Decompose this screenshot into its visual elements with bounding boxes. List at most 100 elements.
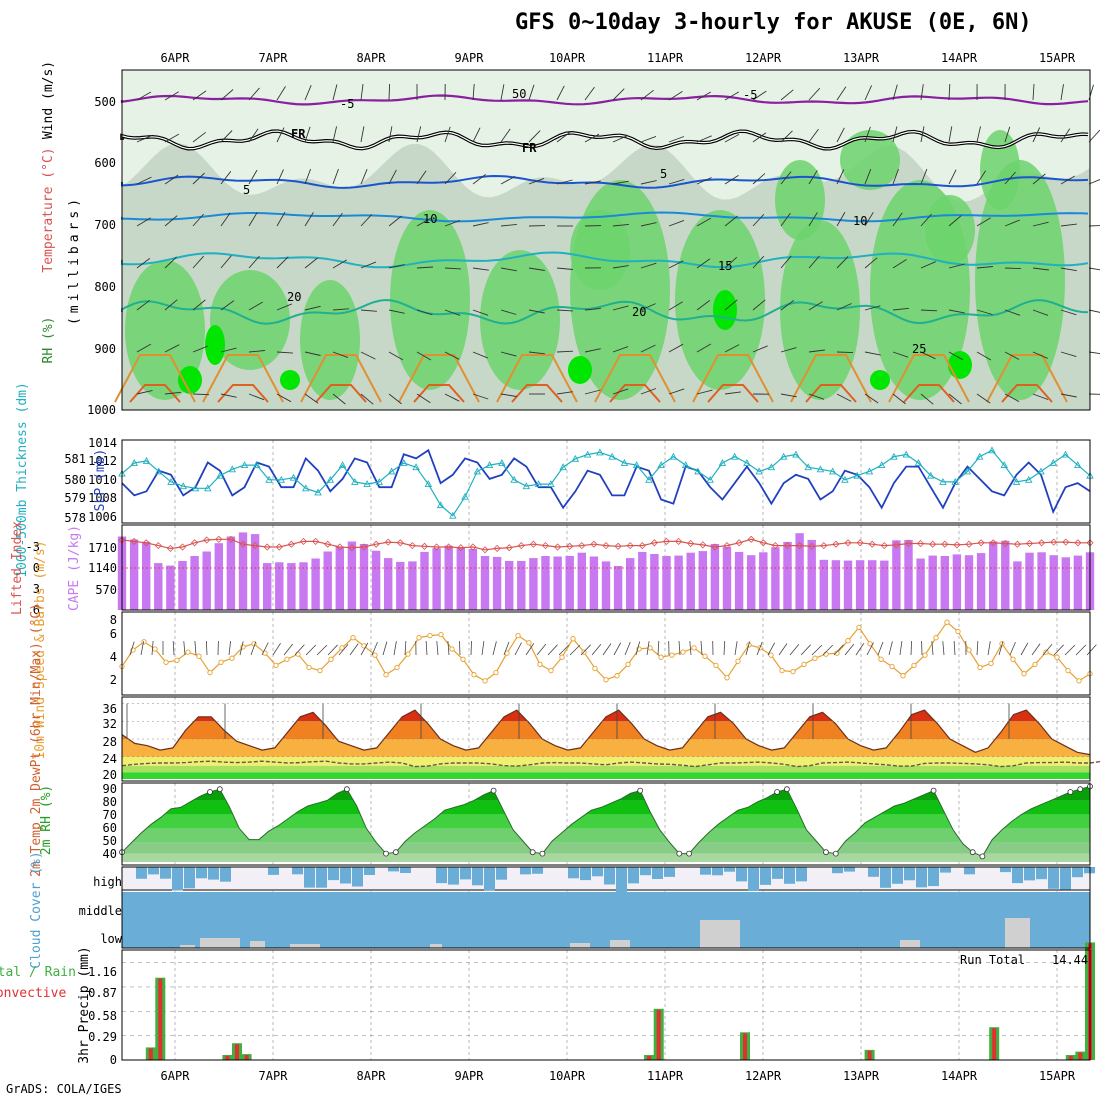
cape-bar [638, 551, 647, 610]
cape-bar [807, 539, 816, 610]
surface-wind-barb [360, 642, 369, 656]
thickness-point [228, 465, 237, 473]
cape-bar [843, 560, 853, 610]
rh-tick: 40 [103, 847, 117, 861]
rh-point [216, 786, 223, 793]
wind-barb [696, 177, 712, 185]
high-cloud-bar [1060, 867, 1071, 890]
wind-barb [360, 351, 376, 360]
surface-wind-barb [899, 641, 903, 656]
surface-wind-barb [931, 640, 934, 656]
precip-convective-bar [158, 978, 163, 1060]
contour-label-minus5: -5 [743, 88, 757, 102]
precip-tick: 0.58 [88, 1009, 117, 1023]
lifted-index-point [638, 542, 646, 550]
surface-wind-barb [745, 641, 750, 656]
wind-speed-point [317, 667, 323, 674]
precip-convective-bar [992, 1028, 997, 1060]
surface-wind-barb [657, 640, 660, 656]
wind-barb [220, 300, 235, 311]
high-cloud-bar [868, 867, 879, 877]
wind-barb [500, 351, 517, 357]
wind-speed-point [614, 673, 620, 679]
thickness-tick: 579 [64, 491, 86, 505]
thickness-point [559, 463, 567, 471]
surface-wind-barb [833, 644, 844, 656]
wind-barb [612, 388, 629, 395]
lifted-index-point [312, 537, 320, 545]
cape-bar [783, 541, 792, 610]
wind-barb [472, 127, 481, 143]
wind-barb [1032, 83, 1035, 101]
chart-text: 6APR 7APR 8APR 9APR 10APR 11APR 12APR 13… [0, 51, 1088, 1083]
grads-credit: GrADS: COLA/IGES [6, 1082, 122, 1096]
wind-barb [248, 87, 260, 101]
wind-barb [1088, 393, 1100, 395]
wind-barb [304, 168, 312, 185]
high-cloud-bar [652, 867, 663, 879]
wind-speed-point [713, 662, 719, 669]
surface-wind-barb [140, 641, 144, 656]
wind-barb [1032, 267, 1049, 271]
thickness-point [485, 461, 494, 469]
cape-bar [202, 551, 211, 610]
high-cloud-bar [208, 867, 219, 880]
lifted-index-point [626, 542, 634, 550]
wind-barb [164, 391, 181, 395]
high-cloud-bar [220, 867, 231, 882]
temp-axis-label: 2m Temp 2m DewPt (6hr Min/Max) (°C) [29, 603, 44, 877]
lifted-index-point [578, 542, 586, 550]
wind-speed-point [174, 657, 180, 663]
wind-barb [388, 215, 402, 227]
temp-axis-label: Temperature (°C) [41, 147, 56, 272]
high-cloud-bar [196, 867, 207, 879]
lifted-index-point [602, 542, 610, 550]
lifted-index-point [215, 535, 223, 543]
wind-barb [472, 309, 489, 316]
low-cloud-clear-bar [570, 943, 590, 948]
wind-barb [220, 130, 233, 143]
surface-wind-barb [459, 640, 461, 656]
wind-speed-point [691, 645, 697, 651]
lifted-index-point [457, 544, 465, 552]
wind-barb [948, 126, 953, 143]
pressure-tick: 600 [94, 156, 116, 170]
surface-wind-barb [305, 644, 317, 656]
lifted-index-point [517, 542, 525, 550]
panel-frame [121, 696, 1091, 782]
high-cloud-bar [160, 867, 171, 879]
wind-barb [1032, 221, 1049, 227]
thickness-point [1073, 461, 1082, 469]
thickness-point [216, 471, 224, 479]
thickness-point [387, 467, 396, 475]
wind-barb [304, 393, 319, 404]
contour-30 [1001, 384, 1053, 403]
wind-speed-point [977, 664, 983, 671]
date-label-bottom: 15APR [1039, 1069, 1076, 1083]
thickness-point [473, 467, 482, 475]
cape-bar [613, 566, 623, 610]
high-cloud-bar [148, 867, 159, 875]
high-cloud-bar [832, 867, 843, 874]
wind-barb [752, 132, 767, 143]
surface-wind-barb [129, 641, 135, 656]
wind-speed-point [878, 656, 884, 662]
lifted-index-point [1038, 539, 1046, 547]
surface-wind-barb [261, 642, 269, 656]
surface-wind-barb [700, 640, 703, 656]
surface-wind-barb [425, 640, 428, 656]
cape-bar [541, 556, 550, 610]
surface-wind-barb [404, 640, 407, 656]
contour-label-20: 20 [287, 290, 301, 304]
wind-barb [780, 347, 797, 353]
cape-bar [565, 556, 574, 610]
high-cloud-bar [940, 867, 951, 873]
wind-barb [1032, 173, 1046, 185]
wind-barb [864, 168, 872, 185]
wind-barb [388, 169, 397, 185]
thickness-point [326, 475, 335, 483]
wind-barb [1060, 223, 1077, 227]
wind-speed-point [801, 661, 807, 668]
lifted-index-point [917, 539, 925, 548]
thickness-point [596, 448, 604, 456]
